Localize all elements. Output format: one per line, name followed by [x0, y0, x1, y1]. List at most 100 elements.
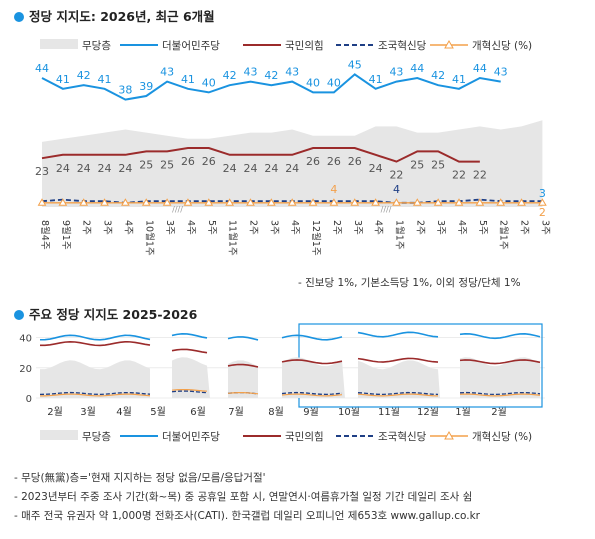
x-tick-label: 8월4주	[39, 220, 51, 250]
series-gaehyuk-line	[171, 388, 208, 392]
legend-label: 개혁신당 (%)	[472, 40, 532, 52]
series-minju-line	[281, 334, 343, 341]
data-label-gukmin: 22	[389, 169, 403, 182]
x-tick-label: 5월	[150, 406, 166, 418]
series-gaehyuk-line	[357, 393, 439, 397]
data-label-minju: 42	[431, 69, 445, 82]
x-tick-label: 2월1주	[498, 220, 510, 250]
x-tick-label: 7월	[228, 406, 244, 418]
data-label-gukmin: 26	[348, 155, 362, 168]
mudang-area	[228, 360, 258, 398]
legend-label: 더불어민주당	[162, 431, 220, 443]
data-label-gukmin: 24	[56, 162, 70, 175]
legend-label: 더불어민주당	[162, 40, 220, 52]
series-gukmin-line	[39, 340, 151, 347]
data-label-gukmin: 24	[264, 162, 278, 175]
series-gukmin-line	[41, 147, 480, 163]
axis-break-mark: ////	[381, 205, 392, 214]
series-joguk-line	[459, 391, 541, 396]
data-label-gukmin: 25	[410, 158, 424, 171]
x-tick-label: 9월1주	[60, 220, 72, 250]
x-tick-label: 4주	[456, 220, 467, 235]
gaehyuk-point	[225, 198, 235, 206]
series-minju-line	[227, 336, 259, 341]
series-gaehyuk-line	[281, 393, 343, 397]
x-tick-label: 2주	[331, 220, 342, 235]
x-tick-label: 10월	[338, 406, 360, 418]
legend-label: 국민의힘	[285, 40, 324, 52]
x-tick-label: 11월	[378, 406, 400, 418]
x-tick-label: 2주	[81, 220, 92, 235]
series-minju-line	[171, 333, 208, 339]
data-label-minju: 43	[285, 66, 299, 79]
gaehyuk-point	[329, 198, 339, 206]
gaehyuk-point	[204, 198, 214, 206]
data-label-gukmin: 26	[202, 155, 216, 168]
gaehyuk-point	[433, 198, 443, 206]
gaehyuk-point	[412, 198, 422, 206]
mudang-area	[40, 360, 150, 398]
gaehyuk-point	[538, 198, 547, 206]
series-gukmin-line	[357, 357, 439, 363]
data-label-gukmin: 22	[452, 169, 466, 182]
gaehyuk-point	[162, 198, 172, 206]
x-tick-label: 12월	[417, 406, 439, 418]
x-tick-label: 6월	[190, 406, 206, 418]
legend-swatch-mudang	[40, 430, 78, 440]
data-label-minju: 40	[306, 76, 320, 89]
data-label-minju: 45	[348, 58, 362, 71]
series-gukmin-line	[227, 363, 259, 368]
mudang-area	[172, 357, 210, 398]
gaehyuk-point	[496, 198, 506, 206]
data-label-minju: 44	[410, 62, 424, 75]
gaehyuk-point	[121, 198, 130, 206]
x-tick-label: 12월1주	[310, 220, 322, 256]
x-tick-label: 11월1주	[227, 220, 239, 256]
legend-marker-gaehyuk	[444, 39, 454, 49]
section-bullet-icon	[14, 12, 24, 22]
section-bullet-icon	[14, 310, 24, 320]
data-label-gukmin: 26	[181, 155, 195, 168]
series-gukmin-line	[171, 348, 208, 354]
x-tick-label: 4주	[289, 220, 300, 235]
data-label-minju: 42	[264, 69, 278, 82]
data-label-gaehyuk: 2	[539, 206, 546, 219]
data-label-minju: 40	[327, 76, 341, 89]
data-label-gukmin: 24	[285, 162, 299, 175]
top-chart-title: 정당 지지도: 2026년, 최근 6개월	[29, 9, 215, 24]
data-label-gukmin: 24	[223, 162, 237, 175]
data-label-gukmin: 24	[244, 162, 258, 175]
gaehyuk-point	[308, 198, 318, 206]
x-tick-label: 3주	[352, 220, 363, 235]
x-tick-label: 4주	[373, 220, 384, 235]
legend-label: 무당층	[82, 431, 111, 443]
data-label-minju: 41	[98, 73, 112, 86]
mudang-area	[282, 357, 345, 398]
series-gaehyuk-line	[227, 391, 259, 395]
data-label-minju: 41	[452, 73, 466, 86]
series-gukmin-line	[459, 359, 541, 365]
series-minju-line	[459, 333, 541, 340]
x-tick-label: 3주	[539, 220, 550, 235]
x-tick-label: 9월	[303, 406, 319, 418]
x-tick-label: 2주	[248, 220, 259, 235]
gaehyuk-point	[517, 198, 526, 206]
data-label-minju: 41	[181, 73, 195, 86]
gaehyuk-point	[266, 198, 276, 206]
gaehyuk-point	[141, 198, 151, 206]
footnote-3: - 매주 전국 유권자 약 1,000명 전화조사(CATI). 한국갤럽 데일…	[14, 510, 480, 522]
mudang-area	[460, 357, 540, 398]
series-joguk-line	[39, 391, 151, 396]
data-label-minju: 44	[35, 62, 49, 75]
legend-marker-gaehyuk	[444, 430, 454, 440]
series-gaehyuk-line	[39, 393, 151, 397]
x-tick-label: 3주	[435, 220, 446, 235]
legend-swatch-mudang	[40, 39, 78, 49]
data-label-minju: 43	[494, 66, 508, 79]
x-tick-label: 4주	[185, 220, 196, 235]
bottom-chart-title: 주요 정당 지지도 2025-2026	[29, 307, 198, 322]
series-gaehyuk-line	[459, 393, 541, 397]
data-label-joguk: 3	[539, 187, 546, 200]
